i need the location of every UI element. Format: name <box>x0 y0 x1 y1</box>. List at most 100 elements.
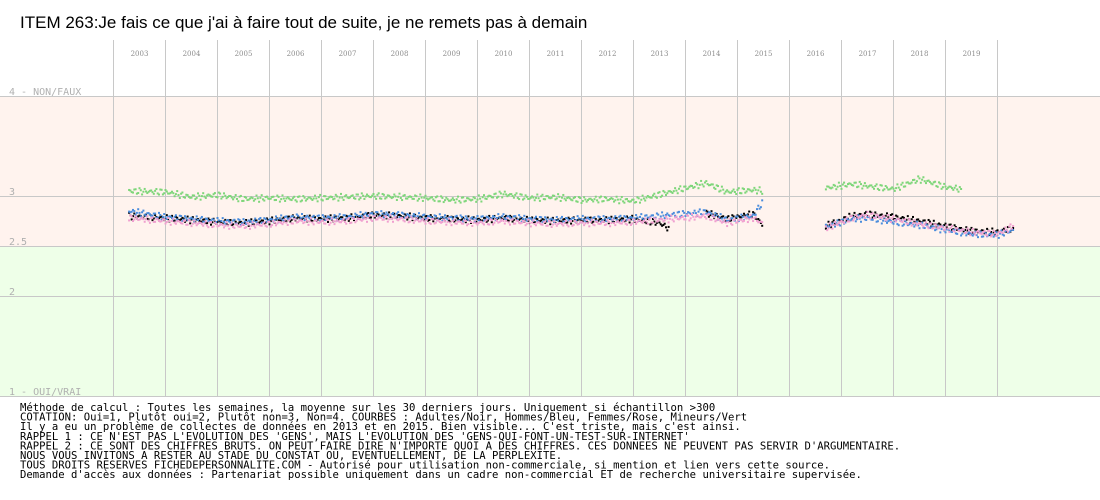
data-point <box>930 222 933 225</box>
data-point <box>538 220 541 223</box>
data-point <box>542 198 545 201</box>
data-point <box>194 198 197 201</box>
data-point <box>554 222 557 225</box>
data-point <box>446 198 449 201</box>
data-point <box>662 220 665 223</box>
data-point <box>756 192 758 195</box>
data-point <box>294 218 297 221</box>
data-point <box>138 214 141 217</box>
data-point <box>936 185 939 188</box>
data-point <box>366 214 368 217</box>
data-point <box>655 221 658 224</box>
data-point <box>912 215 914 218</box>
data-point <box>245 222 248 225</box>
data-point <box>130 210 133 213</box>
data-point <box>394 195 397 198</box>
data-point <box>980 235 983 238</box>
data-point <box>719 216 722 219</box>
data-point <box>675 215 678 218</box>
data-point <box>843 221 846 224</box>
data-point <box>593 224 596 227</box>
data-point <box>645 196 648 199</box>
data-point <box>668 217 671 220</box>
data-point <box>697 215 700 218</box>
data-point <box>980 232 983 235</box>
data-point <box>652 221 654 224</box>
data-point <box>636 216 639 219</box>
data-point <box>453 198 456 201</box>
data-point <box>325 198 328 201</box>
data-point <box>974 230 977 233</box>
data-point <box>353 219 355 222</box>
data-point <box>666 192 669 195</box>
data-point <box>701 214 704 217</box>
data-point <box>302 222 305 225</box>
data-point <box>472 196 475 199</box>
data-point <box>455 198 458 201</box>
data-point <box>594 218 597 221</box>
data-point <box>319 221 322 224</box>
data-point <box>733 191 736 194</box>
data-point <box>398 192 401 195</box>
data-point <box>824 225 827 228</box>
data-point <box>288 217 290 220</box>
data-point <box>869 184 872 187</box>
data-point <box>649 223 652 226</box>
data-point <box>191 216 194 219</box>
data-point <box>745 190 748 193</box>
data-point <box>873 187 875 190</box>
data-point <box>475 217 478 220</box>
data-point <box>628 221 631 224</box>
data-point <box>726 216 729 219</box>
data-point <box>350 215 353 218</box>
data-point <box>850 218 853 221</box>
data-point <box>510 217 513 220</box>
data-point <box>311 221 314 224</box>
data-point <box>941 226 944 229</box>
data-point <box>904 185 907 188</box>
data-point <box>303 196 306 199</box>
data-point <box>880 216 883 219</box>
data-point <box>265 225 268 228</box>
data-point <box>681 190 684 193</box>
data-point <box>143 187 146 190</box>
data-point <box>756 218 758 221</box>
data-point <box>531 216 534 219</box>
data-point <box>483 194 485 197</box>
data-point <box>343 218 346 221</box>
data-point <box>128 211 131 214</box>
data-point <box>761 221 764 224</box>
data-point <box>434 221 437 224</box>
data-point <box>878 216 881 219</box>
data-point <box>347 215 350 218</box>
data-point <box>197 222 199 225</box>
data-point <box>849 219 852 222</box>
data-point <box>174 216 177 219</box>
data-point <box>587 216 589 219</box>
data-point <box>367 217 370 220</box>
data-point <box>505 193 508 196</box>
data-point <box>740 216 743 219</box>
data-point <box>702 185 705 188</box>
data-point <box>891 217 894 220</box>
data-point <box>280 219 283 222</box>
data-point <box>145 214 147 217</box>
data-point <box>908 218 911 221</box>
data-point <box>224 218 227 221</box>
data-point <box>722 215 725 218</box>
data-point <box>451 197 454 200</box>
data-point <box>744 191 747 194</box>
data-point <box>202 192 205 195</box>
data-point <box>551 194 554 197</box>
data-point <box>932 181 935 184</box>
data-point <box>837 222 840 225</box>
data-point <box>982 229 985 232</box>
data-point <box>748 188 751 191</box>
data-point <box>644 214 647 217</box>
data-point <box>434 215 437 218</box>
data-point <box>571 216 574 219</box>
x-axis-year-labels: 2003 2004 2005 2006 2007 2008 2009 2010 2011 2012… <box>131 50 981 58</box>
data-point <box>200 215 203 218</box>
data-point <box>971 234 974 237</box>
data-point <box>395 212 398 215</box>
